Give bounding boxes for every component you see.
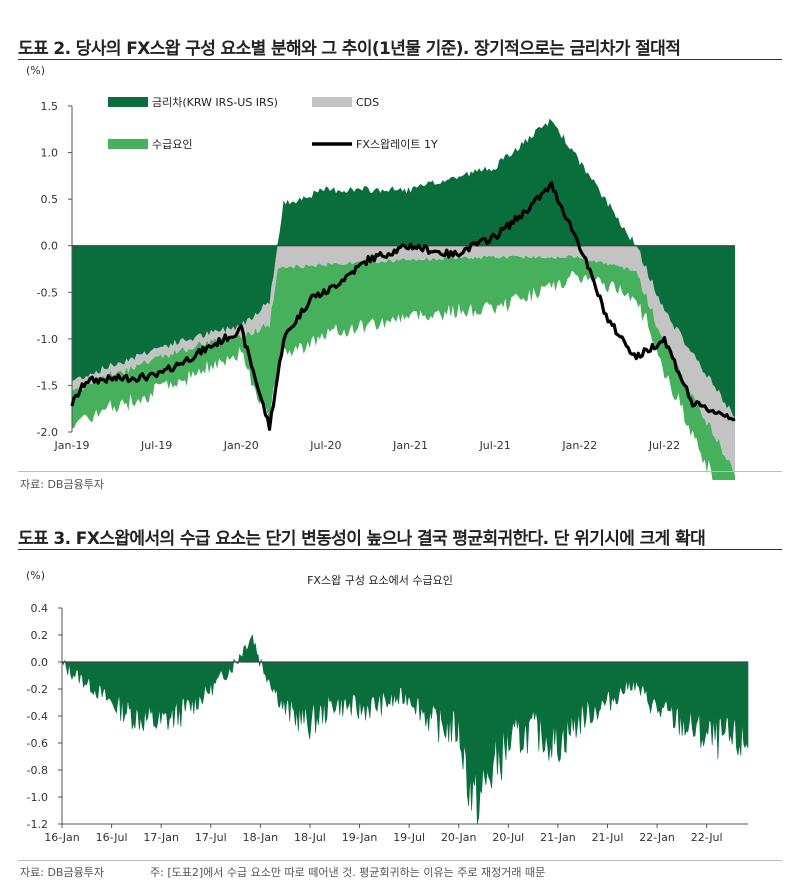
x-tick-label: Jan-21: [392, 439, 428, 452]
figure-2-title: 도표 3. FX스왑에서의 수급 요소는 단기 변동성이 높으나 결국 평균회귀…: [18, 529, 706, 549]
y-tick-label: -1.0: [27, 791, 48, 804]
x-tick-label: 22-Jul: [691, 831, 723, 844]
x-tick-label: Jan-20: [223, 439, 259, 452]
series-fx-swap-rate-line: [70, 181, 736, 431]
x-tick-label: 17-Jul: [195, 831, 227, 844]
y-tick-label: 0.0: [41, 240, 59, 253]
figure-2-source: 자료: DB금융투자: [20, 866, 104, 879]
series-rate-diff-area-negative: [72, 245, 735, 418]
figure-2-source-rule: [18, 860, 782, 861]
legend-swatch: [108, 97, 148, 107]
legend-swatch: [108, 139, 148, 149]
series-supply-factor-area: [61, 634, 749, 825]
chart-2: (%) FX스왑 구성 요소에서 수급요인 0.4 0.2 0.0 -0.2 -0.4 -…: [26, 569, 749, 844]
x-tick-label: 16-Jan: [44, 831, 80, 844]
chart-2-title: FX스왑 구성 요소에서 수급요인: [307, 574, 453, 587]
series-rate-diff-area-positive: [72, 118, 735, 246]
figure-2-note: 주: [도표2]에서 수급 요소만 따로 떼어낸 것. 평균회귀하는 이유는 주…: [150, 866, 546, 879]
x-tick-label: 20-Jul: [492, 831, 524, 844]
x-tick-label: 18-Jul: [294, 831, 326, 844]
y-tick-label: 0.2: [31, 629, 49, 642]
y-tick-label: -0.4: [27, 710, 48, 723]
y-tick-label: 1.0: [41, 147, 59, 160]
x-tick-label: Jul-19: [140, 439, 172, 452]
chart-2-y-unit: (%): [26, 569, 45, 582]
x-tick-label: 20-Jan: [441, 831, 477, 844]
x-tick-label: Jul-22: [648, 439, 680, 452]
x-tick-label: 22-Jan: [639, 831, 675, 844]
figure-1-source: 자료: DB금융투자: [20, 478, 104, 491]
legend-swatch: [312, 97, 352, 107]
legend-label: 금리차(KRW IRS-US IRS): [152, 96, 278, 109]
figure-1-title-rule: [18, 59, 782, 60]
legend-label: FX스왑레이트 1Y: [356, 138, 438, 151]
legend-label: CDS: [356, 96, 379, 109]
x-tick-label: Jul-21: [479, 439, 511, 452]
x-tick-label: 18-Jan: [243, 831, 279, 844]
y-tick-label: -0.8: [27, 764, 48, 777]
x-tick-label: 19-Jul: [393, 831, 425, 844]
y-tick-label: -1.0: [37, 333, 58, 346]
x-tick-label: Jul-20: [309, 439, 341, 452]
figure-1-source-rule: [18, 471, 782, 472]
series-supply-area: [72, 255, 735, 480]
x-tick-label: Jan-22: [561, 439, 597, 452]
x-tick-label: 19-Jan: [342, 831, 378, 844]
x-tick-label: 16-Jul: [96, 831, 128, 844]
chart-1: (%) 1.5 1.0 0.5 0.0 -0.5 -1.0 -1.5 -2.0 Jan-19 J…: [26, 64, 736, 480]
x-tick-label: 21-Jul: [592, 831, 624, 844]
legend-label: 수급요인: [152, 138, 192, 151]
y-tick-label: 0.0: [31, 656, 49, 669]
y-tick-label: -1.5: [37, 379, 58, 392]
chart-1-y-unit: (%): [26, 64, 45, 77]
y-tick-label: -2.0: [37, 426, 58, 439]
y-tick-label: 0.4: [31, 602, 49, 615]
x-tick-label: 21-Jan: [540, 831, 576, 844]
x-tick-label: Jan-19: [54, 439, 90, 452]
y-tick-label: -0.5: [37, 286, 58, 299]
figure-1-title: 도표 2. 당사의 FX스왑 구성 요소별 분해와 그 추이(1년물 기준). …: [18, 39, 681, 59]
y-tick-label: -0.6: [27, 737, 48, 750]
x-tick-label: 17-Jan: [143, 831, 179, 844]
y-tick-label: 0.5: [41, 193, 59, 206]
y-tick-label: -1.2: [27, 818, 48, 831]
figure-2-title-rule: [18, 549, 782, 550]
y-tick-label: 1.5: [41, 100, 59, 113]
y-tick-label: -0.2: [27, 683, 48, 696]
